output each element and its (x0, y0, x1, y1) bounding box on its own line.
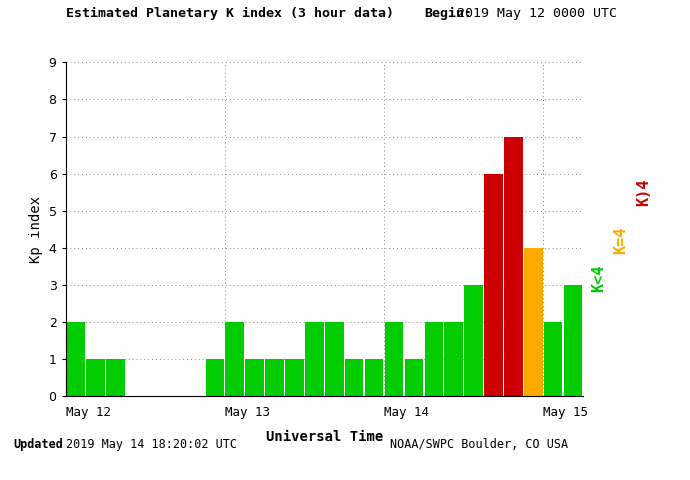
Text: K=4: K=4 (613, 226, 629, 254)
Text: 2019 May 12 0000 UTC: 2019 May 12 0000 UTC (457, 7, 618, 20)
Bar (484, 174, 503, 396)
Text: Begin:: Begin: (424, 7, 473, 20)
Bar (504, 136, 522, 396)
Bar (404, 359, 423, 396)
Text: May 12: May 12 (66, 406, 110, 419)
Bar (345, 359, 364, 396)
Text: Universal Time: Universal Time (266, 430, 383, 444)
Bar (265, 359, 284, 396)
Bar (285, 359, 304, 396)
Text: 2019 May 14 18:20:02 UTC: 2019 May 14 18:20:02 UTC (66, 438, 237, 451)
Bar (86, 359, 105, 396)
Text: May 14: May 14 (384, 406, 429, 419)
Bar (444, 322, 463, 396)
Bar (584, 322, 602, 396)
Bar (365, 359, 384, 396)
Text: K)4: K)4 (636, 178, 651, 206)
Bar (385, 322, 403, 396)
Bar (246, 359, 264, 396)
Bar (424, 322, 443, 396)
Bar (564, 285, 582, 396)
Text: May 15: May 15 (543, 406, 589, 419)
Text: Updated: Updated (14, 438, 63, 451)
Y-axis label: Kp index: Kp index (29, 196, 43, 263)
Bar (464, 285, 483, 396)
Text: NOAA/SWPC Boulder, CO USA: NOAA/SWPC Boulder, CO USA (390, 438, 568, 451)
Bar (305, 322, 324, 396)
Bar (325, 322, 344, 396)
Text: May 13: May 13 (225, 406, 270, 419)
Text: Estimated Planetary K index (3 hour data): Estimated Planetary K index (3 hour data… (66, 7, 393, 20)
Text: K<4: K<4 (591, 264, 607, 292)
Bar (226, 322, 244, 396)
Bar (206, 359, 224, 396)
Bar (524, 248, 542, 396)
Bar (544, 322, 562, 396)
Bar (106, 359, 125, 396)
Bar (66, 322, 85, 396)
